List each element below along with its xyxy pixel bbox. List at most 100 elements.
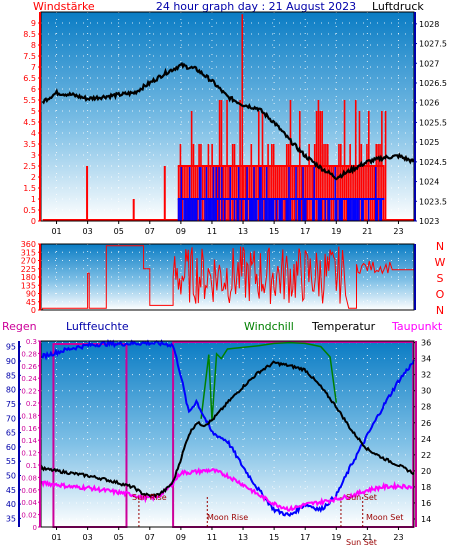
wind-bar: [187, 166, 189, 221]
gust-bar: [256, 199, 258, 221]
pressure-tick-label: 1026: [419, 99, 439, 108]
gust-bar: [374, 166, 377, 221]
gust-bar: [177, 199, 180, 221]
wind-bar: [218, 100, 221, 221]
wind-speed-tick-label: 3: [31, 151, 36, 160]
temperature-label: Temperatur: [311, 320, 376, 333]
rain-tick-label: 0.04: [21, 499, 37, 507]
wind-bar: [312, 166, 314, 221]
moon-set-label: Moon Set: [366, 513, 403, 522]
gust-bar: [302, 166, 304, 221]
rain-tick-label: 0.22: [21, 388, 37, 396]
wind-bar: [228, 166, 230, 221]
gust-bar: [355, 199, 357, 221]
direction-tick-label: 90: [26, 290, 36, 299]
gust-bar: [313, 166, 315, 221]
gust-bar: [380, 199, 383, 221]
gust-bar: [352, 199, 355, 221]
temperature-tick-label: 24: [421, 435, 431, 444]
gust-bar: [335, 199, 338, 221]
pressure-line: [41, 61, 415, 181]
humidity-tick-label: 35: [6, 514, 16, 523]
gust-bar: [207, 199, 209, 221]
wind-bar: [252, 166, 254, 221]
temperature-tick-label: 28: [421, 403, 431, 412]
gust-bar: [324, 199, 327, 221]
gust-bar: [278, 199, 280, 221]
pressure-tick-label: 1027.5: [419, 40, 447, 49]
wind-bar: [194, 166, 197, 221]
wind-bar: [353, 166, 355, 221]
rain-tick-label: 0.2: [26, 400, 37, 408]
gust-bar: [190, 199, 192, 221]
pressure-tick-label: 1025: [419, 138, 439, 147]
direction-tick-label: 45: [26, 298, 36, 307]
wind-bar: [231, 144, 234, 221]
wind-bar: [256, 166, 258, 221]
climate-x-tick-label: 23: [393, 533, 403, 542]
gust-bar: [327, 199, 329, 221]
gust-bar: [351, 199, 353, 221]
gust-bar: [223, 199, 226, 221]
wind-bar: [276, 166, 279, 221]
direction-tick-label: 360: [21, 240, 36, 249]
top-x-tick-label: 05: [114, 227, 124, 236]
wind-bar: [379, 144, 381, 221]
wind-bar: [362, 166, 365, 221]
wind-bar: [241, 14, 244, 222]
wind-bar: [384, 111, 387, 221]
gust-bar: [341, 199, 343, 221]
gust-bar: [229, 166, 232, 221]
climate-x-tick-label: 15: [269, 533, 279, 542]
temperature-tick-label: 26: [421, 419, 431, 428]
rain-tick-label: 0.14: [21, 437, 37, 445]
wind-bar: [239, 100, 241, 221]
humidity-label: Luftfeuchte: [66, 320, 129, 333]
gust-bar: [312, 199, 314, 221]
wind-bar: [336, 166, 338, 221]
pressure-tick-label: 1024: [419, 178, 439, 187]
dewpoint-label: Taupunkt: [391, 320, 443, 333]
pressure-tick-label: 1028: [419, 20, 439, 29]
gust-bar: [198, 166, 201, 221]
wind-speed-tick-label: 2.5: [23, 162, 36, 171]
wind-bar: [244, 166, 247, 221]
wind-bar: [254, 166, 256, 221]
gust-bar: [233, 199, 236, 221]
top-x-tick-label: 01: [51, 227, 61, 236]
wind-bar: [278, 166, 281, 221]
wind-speed-tick-label: 8: [31, 41, 36, 50]
climate-x-tick-label: 07: [145, 533, 155, 542]
gust-bar: [303, 199, 306, 221]
gust-bar: [361, 199, 363, 221]
rain-tick-label: 0.06: [21, 487, 37, 495]
temperature-tick-label: 34: [421, 355, 431, 364]
gust-bar: [358, 199, 360, 221]
wind-bar: [224, 166, 226, 221]
wind-bar: [304, 166, 307, 221]
gust-bar: [354, 199, 356, 221]
climate-x-tick-label: 05: [114, 533, 124, 542]
humidity-tick-label: 50: [6, 471, 16, 480]
rain-tick-label: 0.02: [21, 512, 37, 520]
wind-speed-title: Windstärke: [33, 0, 95, 13]
gust-bar: [205, 166, 208, 221]
gust-bar: [338, 199, 341, 221]
climate-x-tick-label: 09: [176, 533, 186, 542]
gust-bar: [264, 199, 266, 221]
wind-bar: [285, 144, 288, 221]
wind-bar: [271, 144, 273, 221]
gust-bar: [299, 199, 301, 221]
humidity-tick-label: 75: [6, 400, 16, 409]
wind-bar: [233, 144, 236, 221]
wind-level-line: [177, 165, 385, 167]
wind-bar: [306, 166, 309, 221]
temperature-tick-label: 36: [421, 339, 431, 348]
wind-bar: [340, 144, 342, 221]
wind-bar: [300, 166, 303, 221]
gust-bar: [328, 199, 331, 221]
wind-bar: [330, 166, 333, 221]
wind-bar: [308, 144, 310, 221]
wind-bar: [211, 144, 213, 221]
